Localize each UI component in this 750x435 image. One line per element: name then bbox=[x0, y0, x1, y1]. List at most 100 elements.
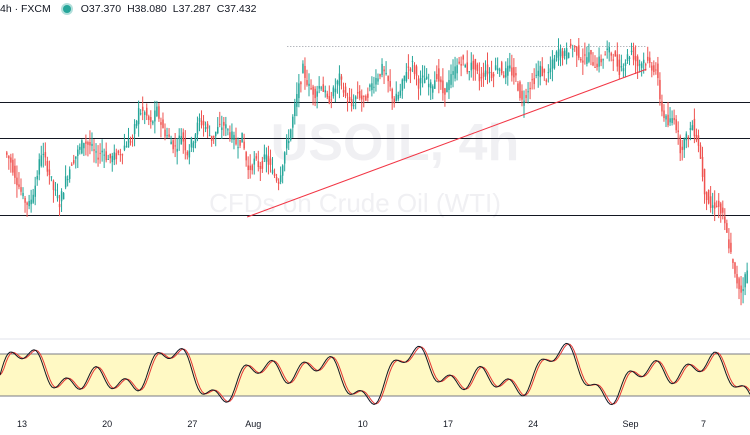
candle bbox=[509, 52, 511, 72]
candle-body bbox=[168, 134, 170, 137]
candle-body bbox=[423, 78, 426, 84]
candle-body bbox=[93, 149, 95, 151]
candle-body bbox=[296, 94, 298, 107]
candle bbox=[624, 59, 627, 78]
candle bbox=[535, 63, 537, 79]
candle-body bbox=[427, 83, 430, 88]
candle-body bbox=[259, 165, 262, 170]
candle bbox=[182, 128, 185, 154]
candle-body bbox=[24, 197, 26, 203]
candle bbox=[604, 51, 606, 56]
candle-body bbox=[718, 200, 720, 207]
candle-body bbox=[509, 65, 511, 69]
x-axis-tick-label: Sep bbox=[622, 419, 638, 429]
candle-body bbox=[381, 63, 383, 75]
candle bbox=[683, 137, 686, 158]
candle bbox=[245, 150, 247, 167]
candle bbox=[462, 54, 464, 66]
horizontal-levels[interactable] bbox=[0, 46, 750, 216]
candle bbox=[576, 45, 578, 67]
candle bbox=[131, 134, 134, 147]
candle-body bbox=[306, 80, 308, 85]
candle bbox=[505, 61, 507, 85]
candle bbox=[354, 95, 357, 110]
candle-body bbox=[52, 180, 55, 190]
candle-body bbox=[14, 165, 16, 178]
x-axis-tick-label: 7 bbox=[701, 419, 706, 429]
candle bbox=[265, 147, 268, 173]
candle-body bbox=[436, 74, 438, 80]
candle bbox=[640, 61, 643, 77]
candle bbox=[107, 154, 109, 160]
candle-body bbox=[308, 83, 310, 86]
candle bbox=[365, 94, 367, 101]
x-axis-tick-label: 10 bbox=[358, 419, 368, 429]
candle-body bbox=[545, 79, 548, 82]
candle-body bbox=[300, 82, 302, 85]
candle-body bbox=[379, 74, 381, 77]
candle bbox=[314, 86, 316, 107]
candle-body bbox=[10, 157, 12, 163]
candle-body bbox=[356, 92, 359, 94]
candles[interactable] bbox=[6, 38, 748, 306]
candle bbox=[375, 69, 377, 92]
candle-body bbox=[440, 79, 442, 83]
candle bbox=[533, 68, 535, 90]
candle-body bbox=[553, 58, 556, 69]
candle-body bbox=[559, 48, 562, 57]
candle bbox=[450, 64, 452, 89]
candle-body bbox=[421, 75, 424, 78]
candle bbox=[64, 165, 67, 190]
candle-body bbox=[310, 88, 312, 90]
candle bbox=[722, 200, 724, 220]
candle-body bbox=[395, 93, 398, 102]
candle-body bbox=[713, 202, 716, 209]
trendline-group[interactable] bbox=[246, 68, 647, 218]
legend-close: C37.432 bbox=[216, 3, 257, 15]
candle-body bbox=[320, 87, 322, 89]
candle-body bbox=[125, 146, 128, 148]
candle bbox=[519, 80, 521, 101]
legend-open: O37.370 bbox=[80, 3, 122, 15]
candle-body bbox=[42, 153, 45, 155]
candle bbox=[411, 55, 414, 73]
candle-body bbox=[724, 216, 726, 224]
candle-body bbox=[594, 66, 596, 68]
candle-body bbox=[344, 86, 347, 97]
candle bbox=[36, 170, 39, 186]
candle bbox=[186, 150, 189, 160]
candle-body bbox=[561, 51, 564, 59]
candle bbox=[198, 113, 201, 132]
candle bbox=[580, 57, 582, 63]
candle-body bbox=[336, 80, 339, 85]
candle bbox=[547, 64, 550, 83]
candle-body bbox=[738, 278, 740, 290]
stochastic-pane[interactable] bbox=[0, 338, 750, 406]
candle bbox=[387, 75, 389, 93]
candle-body bbox=[539, 65, 542, 78]
candle bbox=[259, 161, 262, 182]
candle bbox=[681, 139, 684, 161]
candle-body bbox=[241, 132, 243, 143]
stochastic-d-line bbox=[0, 343, 750, 405]
candle bbox=[214, 131, 217, 147]
candle-body bbox=[415, 66, 418, 76]
candle-body bbox=[673, 117, 675, 121]
stochastic-band bbox=[0, 354, 750, 396]
candle-body bbox=[722, 207, 724, 213]
candle bbox=[602, 58, 604, 69]
candle bbox=[28, 194, 30, 210]
candle-body bbox=[642, 59, 645, 64]
candle-body bbox=[600, 58, 602, 63]
candle bbox=[529, 81, 531, 100]
candle bbox=[97, 145, 99, 167]
candle bbox=[618, 54, 621, 80]
candle bbox=[334, 78, 337, 103]
candle-body bbox=[669, 118, 671, 123]
candle bbox=[210, 135, 213, 147]
candle bbox=[99, 143, 101, 164]
legend-symbol[interactable]: 4h · FXCM bbox=[0, 3, 51, 15]
candle-body bbox=[26, 202, 28, 205]
